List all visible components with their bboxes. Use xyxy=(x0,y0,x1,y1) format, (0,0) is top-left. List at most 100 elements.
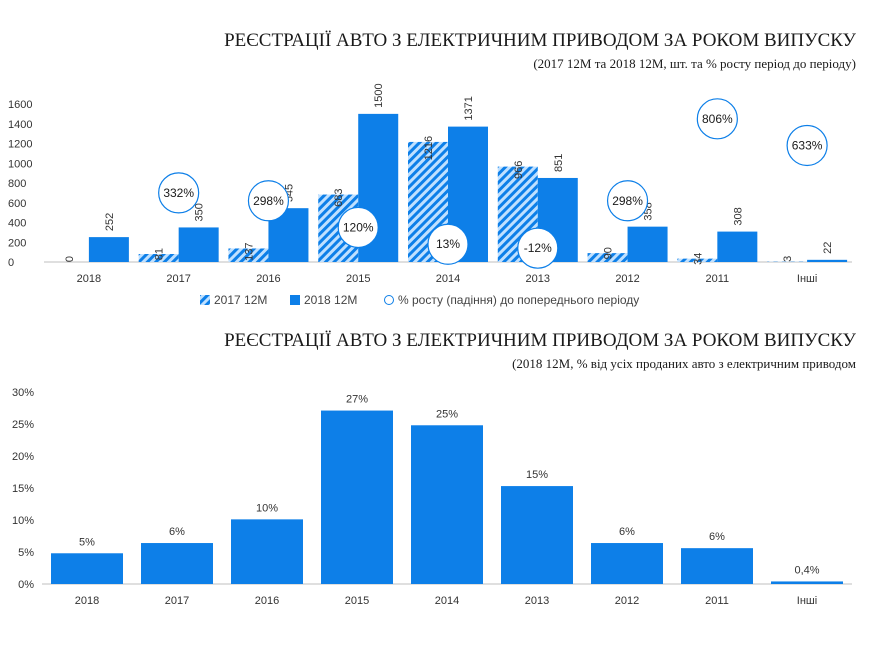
growth-marker xyxy=(786,124,828,167)
growth-marker xyxy=(427,223,469,265)
growth-label: 298% xyxy=(253,194,284,208)
growth-label: 806% xyxy=(702,112,733,126)
data-label-share: 0,4% xyxy=(794,564,819,576)
x-tick-label: 2012 xyxy=(615,273,639,285)
y-tick-label: 15% xyxy=(12,483,34,495)
growth-marker xyxy=(337,206,379,249)
growth-label: 298% xyxy=(612,194,643,208)
bar-2018 xyxy=(88,237,129,262)
data-label-share: 5% xyxy=(79,536,95,548)
data-label-2018: 350 xyxy=(194,203,206,221)
growth-marker xyxy=(247,180,290,222)
x-tick-label: Інші xyxy=(797,595,817,607)
bar-share xyxy=(411,425,483,584)
data-label-2018: 851 xyxy=(553,154,565,172)
x-tick-label: 2014 xyxy=(435,595,459,607)
data-label-2018: 1371 xyxy=(463,96,475,120)
legend-swatch-2018 xyxy=(290,295,300,305)
data-label-share: 6% xyxy=(619,526,635,538)
y-tick-label: 200 xyxy=(8,237,26,249)
y-tick-label: 600 xyxy=(8,198,26,210)
y-tick-label: 25% xyxy=(12,419,34,431)
bar-2018 xyxy=(717,231,758,262)
x-tick-label: 2011 xyxy=(706,273,730,285)
x-tick-label: 2013 xyxy=(526,273,550,285)
growth-marker xyxy=(696,98,738,140)
bar-2017 xyxy=(228,248,269,262)
chart-1-title: РЕЄСТРАЦІЇ АВТО З ЕЛЕКТРИЧНИМ ПРИВОДОМ З… xyxy=(224,30,856,51)
chart-1-subtitle: (2017 12М та 2018 12М, шт. та % росту пе… xyxy=(533,56,856,71)
bar-2017 xyxy=(677,258,718,262)
x-tick-label: 2012 xyxy=(615,595,639,607)
data-label-share: 6% xyxy=(169,526,185,538)
legend-swatch-growth xyxy=(384,295,394,305)
growth-marker xyxy=(158,172,200,214)
x-tick-label: 2018 xyxy=(75,595,99,607)
legend-swatch-2017 xyxy=(200,295,210,305)
data-label-2017: 683 xyxy=(333,189,345,207)
x-tick-label: 2017 xyxy=(165,595,189,607)
chart-2-subtitle: (2018 12М, % від усіх проданих авто з ел… xyxy=(512,356,856,371)
chart-registrations-count: 0 200 400 600 800 1000 1200 1400 1600 2018 2017 201… xyxy=(8,83,852,307)
y-tick-label: 1600 xyxy=(8,99,32,111)
bar-2018 xyxy=(627,226,668,262)
x-tick-label: 2016 xyxy=(255,595,279,607)
bar-share xyxy=(321,410,393,584)
bar-2018 xyxy=(807,259,848,262)
data-label-share: 6% xyxy=(709,531,725,543)
y-tick-label: 0 xyxy=(8,257,14,269)
data-label-2017: 90 xyxy=(603,247,615,259)
bar-2018 xyxy=(178,227,219,262)
y-tick-label: 10% xyxy=(12,515,34,527)
bar-2017 xyxy=(138,254,179,262)
data-label-2018: 252 xyxy=(104,213,116,231)
x-tick-label: 2017 xyxy=(166,273,190,285)
bar-share xyxy=(501,486,573,584)
x-tick-label: 2018 xyxy=(77,273,101,285)
bar-share xyxy=(681,548,753,584)
data-label-2018: 22 xyxy=(822,242,834,254)
y-tick-label: 400 xyxy=(8,218,26,230)
data-label-share: 25% xyxy=(436,408,458,420)
data-label-share: 10% xyxy=(256,502,278,514)
data-label-2017: 1216 xyxy=(423,136,435,160)
y-tick-label: 20% xyxy=(12,451,34,463)
x-tick-label: 2016 xyxy=(256,273,280,285)
y-tick-label: 30% xyxy=(12,387,34,399)
y-tick-label: 1000 xyxy=(8,158,32,170)
y-tick-label: 0% xyxy=(18,579,34,591)
x-tick-label: Інші xyxy=(797,273,817,285)
bar-share xyxy=(591,543,663,584)
legend-label-growth: % росту (падіння) до попереднього період… xyxy=(398,293,639,307)
data-label-2018: 1500 xyxy=(373,83,385,107)
data-label-2017: 3 xyxy=(782,256,794,262)
data-label-2017: 34 xyxy=(692,253,704,265)
growth-label: 120% xyxy=(343,220,374,234)
data-label-2018: 308 xyxy=(732,207,744,225)
growth-marker xyxy=(606,180,649,222)
growth-label: 633% xyxy=(792,138,823,152)
growth-label: 13% xyxy=(436,237,460,251)
data-label-2017: 0 xyxy=(64,256,76,262)
data-label-share: 15% xyxy=(526,469,548,481)
bar-share xyxy=(51,553,123,584)
legend-label-2018: 2018 12М xyxy=(304,293,357,307)
growth-label: 332% xyxy=(163,186,194,200)
y-tick-label: 800 xyxy=(8,178,26,190)
x-tick-label: 2013 xyxy=(525,595,549,607)
x-tick-label: 2015 xyxy=(345,595,369,607)
data-label-share: 27% xyxy=(346,394,368,406)
bar-share xyxy=(141,543,213,584)
chart-2-title: РЕЄСТРАЦІЇ АВТО З ЕЛЕКТРИЧНИМ ПРИВОДОМ З… xyxy=(224,330,856,351)
bar-share xyxy=(231,519,303,584)
y-tick-label: 1200 xyxy=(8,139,32,151)
legend-label-2017: 2017 12М xyxy=(214,293,267,307)
y-tick-label: 1400 xyxy=(8,119,32,131)
growth-label: -12% xyxy=(524,241,552,255)
growth-marker xyxy=(517,227,559,269)
bar-2017 xyxy=(587,253,628,262)
x-tick-label: 2014 xyxy=(436,273,460,285)
bar-share xyxy=(771,581,843,584)
x-tick-label: 2015 xyxy=(346,273,370,285)
